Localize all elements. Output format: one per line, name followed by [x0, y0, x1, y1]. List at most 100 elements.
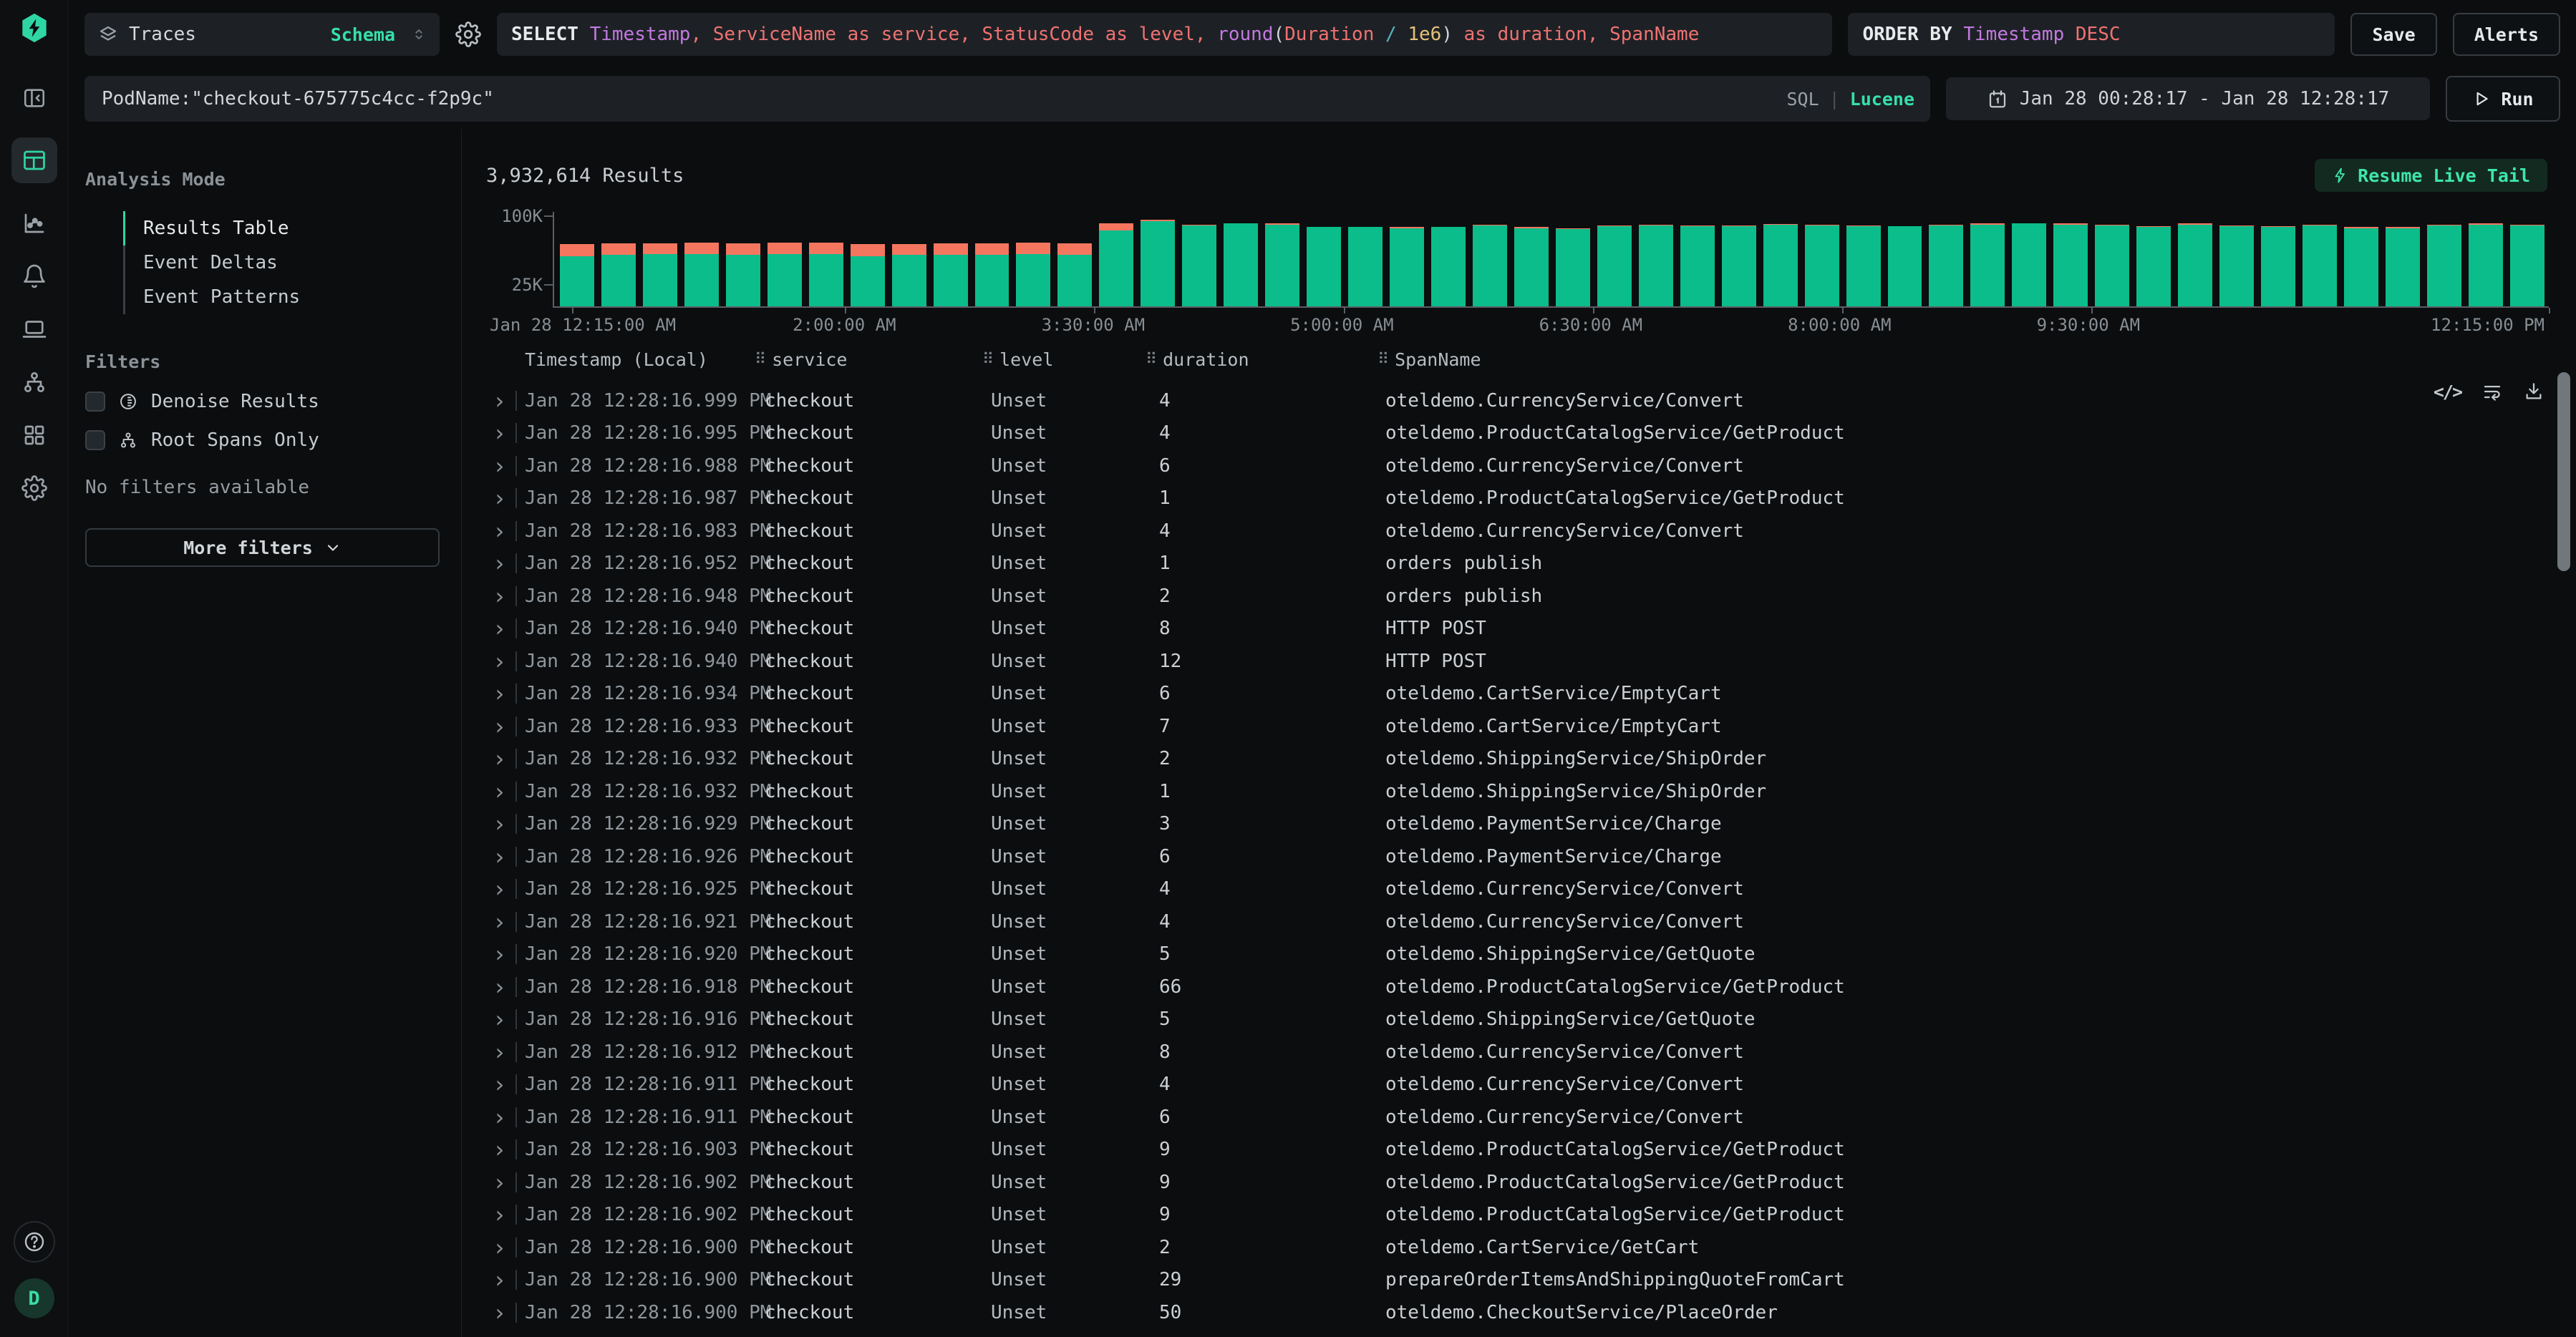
drag-handle-icon[interactable]: ⠿: [1146, 350, 1158, 369]
table-row[interactable]: › Jan 28 12:28:16.987 PM checkout Unset 1 ote…: [485, 482, 2576, 515]
expand-chevron-icon[interactable]: ›: [493, 875, 507, 903]
scrollbar-thumb[interactable]: [2557, 372, 2570, 571]
table-row[interactable]: › Jan 28 12:28:16.900 PM checkout Unset 2 ote…: [485, 1231, 2576, 1264]
expand-chevron-icon[interactable]: ›: [493, 712, 507, 740]
table-row[interactable]: › Jan 28 12:28:16.903 PM checkout Unset 9 ote…: [485, 1134, 2576, 1167]
table-row[interactable]: › Jan 28 12:28:16.900 PM checkout Unset 50 ot…: [485, 1296, 2576, 1329]
collapse-panel-icon[interactable]: [22, 86, 47, 110]
table-row[interactable]: › Jan 28 12:28:16.952 PM checkout Unset 1 ord…: [485, 548, 2576, 580]
settings-gear-icon[interactable]: [21, 475, 47, 501]
chart-explorer-icon[interactable]: [21, 210, 47, 236]
service-map-icon[interactable]: [21, 369, 47, 395]
table-row[interactable]: › Jan 28 12:28:16.902 PM checkout Unset 9 ote…: [485, 1199, 2576, 1232]
search-input[interactable]: [100, 87, 1774, 110]
source-selector[interactable]: Traces Schema: [84, 13, 440, 56]
expand-chevron-icon[interactable]: ›: [493, 1006, 507, 1034]
expand-chevron-icon[interactable]: ›: [493, 517, 507, 545]
expand-chevron-icon[interactable]: ›: [493, 1266, 507, 1294]
expand-chevron-icon[interactable]: ›: [493, 582, 507, 610]
table-row[interactable]: › Jan 28 12:28:16.902 PM checkout Unset 9 ote…: [485, 1166, 2576, 1199]
table-row[interactable]: › Jan 28 12:28:16.918 PM checkout Unset 66 ot…: [485, 971, 2576, 1003]
table-row[interactable]: › Jan 28 12:28:16.929 PM checkout Unset 3 ote…: [485, 808, 2576, 841]
expand-chevron-icon[interactable]: ›: [493, 419, 507, 447]
expand-chevron-icon[interactable]: ›: [493, 1201, 507, 1229]
drag-handle-icon[interactable]: ⠿: [1377, 350, 1390, 369]
table-row[interactable]: › Jan 28 12:28:16.995 PM checkout Unset 4 ote…: [485, 417, 2576, 450]
expand-chevron-icon[interactable]: ›: [493, 615, 507, 643]
alerts-bell-icon[interactable]: [21, 263, 47, 289]
table-row[interactable]: › Jan 28 12:28:16.911 PM checkout Unset 6 ote…: [485, 1101, 2576, 1134]
expand-chevron-icon[interactable]: ›: [493, 810, 507, 838]
expand-chevron-icon[interactable]: ›: [493, 1038, 507, 1066]
table-row[interactable]: › Jan 28 12:28:16.948 PM checkout Unset 2 ord…: [485, 580, 2576, 613]
expand-chevron-icon[interactable]: ›: [493, 1103, 507, 1131]
code-view-icon[interactable]: </>: [2433, 381, 2463, 402]
table-row[interactable]: › Jan 28 12:28:16.932 PM checkout Unset 1 ote…: [485, 775, 2576, 808]
expand-chevron-icon[interactable]: ›: [493, 680, 507, 708]
column-header-timestamp-local-[interactable]: Timestamp (Local): [517, 349, 755, 370]
expand-chevron-icon[interactable]: ›: [493, 745, 507, 773]
table-row[interactable]: › Jan 28 12:28:16.900 PM checkout Unset 29 pr…: [485, 1264, 2576, 1297]
help-icon[interactable]: [13, 1221, 55, 1263]
alerts-button[interactable]: Alerts: [2452, 13, 2560, 56]
drag-handle-icon[interactable]: ⠿: [982, 350, 994, 369]
column-header-duration[interactable]: ⠿ duration: [1146, 349, 1377, 370]
search-results-icon[interactable]: [11, 137, 57, 183]
column-header-service[interactable]: ⠿ service: [755, 349, 982, 370]
expand-chevron-icon[interactable]: ›: [493, 973, 507, 1001]
table-row[interactable]: › Jan 28 12:28:16.999 PM checkout Unset 4 ote…: [485, 384, 2576, 417]
date-range-picker[interactable]: Jan 28 00:28:17 - Jan 28 12:28:17: [1946, 77, 2430, 120]
expand-chevron-icon[interactable]: ›: [493, 386, 507, 414]
expand-chevron-icon[interactable]: ›: [493, 452, 507, 480]
checkbox[interactable]: [85, 392, 105, 412]
column-header-level[interactable]: ⠿ level: [982, 349, 1146, 370]
expand-chevron-icon[interactable]: ›: [493, 485, 507, 512]
table-row[interactable]: › Jan 28 12:28:16.912 PM checkout Unset 8 ote…: [485, 1036, 2576, 1069]
table-row[interactable]: › Jan 28 12:28:16.934 PM checkout Unset 6 ote…: [485, 678, 2576, 711]
select-clause-input[interactable]: SELECT Timestamp, ServiceName as service…: [497, 13, 1833, 56]
expand-chevron-icon[interactable]: ›: [493, 908, 507, 935]
filter-toggle-root-spans-only[interactable]: Root Spans Only: [85, 421, 440, 460]
more-filters-button[interactable]: More filters: [85, 528, 440, 567]
table-row[interactable]: › Jan 28 12:28:16.921 PM checkout Unset 4 ote…: [485, 905, 2576, 938]
table-row[interactable]: › Jan 28 12:28:16.925 PM checkout Unset 4 ote…: [485, 873, 2576, 906]
orderby-clause-input[interactable]: ORDER BY Timestamp DESC: [1848, 13, 2335, 56]
expand-chevron-icon[interactable]: ›: [493, 1298, 507, 1326]
filter-toggle-denoise-results[interactable]: Denoise Results: [85, 382, 440, 421]
sidebar-mode-results-table[interactable]: Results Table: [123, 211, 440, 245]
expand-chevron-icon[interactable]: ›: [493, 1136, 507, 1164]
user-avatar[interactable]: D: [14, 1278, 54, 1318]
table-row[interactable]: › Jan 28 12:28:16.940 PM checkout Unset 12 HT…: [485, 645, 2576, 678]
table-row[interactable]: › Jan 28 12:28:16.940 PM checkout Unset 8 HTT…: [485, 613, 2576, 646]
table-row[interactable]: › Jan 28 12:28:16.920 PM checkout Unset 5 ote…: [485, 938, 2576, 971]
checkbox[interactable]: [85, 430, 105, 450]
save-button[interactable]: Save: [2350, 13, 2437, 56]
table-row[interactable]: › Jan 28 12:28:16.932 PM checkout Unset 2 ote…: [485, 743, 2576, 776]
table-row[interactable]: › Jan 28 12:28:16.933 PM checkout Unset 7 ote…: [485, 710, 2576, 743]
sidebar-mode-event-deltas[interactable]: Event Deltas: [123, 245, 440, 280]
client-sessions-icon[interactable]: [21, 316, 47, 342]
table-row[interactable]: › Jan 28 12:28:16.983 PM checkout Unset 4 ote…: [485, 515, 2576, 548]
schema-toggle[interactable]: Schema: [330, 24, 395, 45]
table-row[interactable]: › Jan 28 12:28:16.916 PM checkout Unset 5 ote…: [485, 1003, 2576, 1036]
resume-live-tail-button[interactable]: Resume Live Tail: [2315, 159, 2547, 192]
logo[interactable]: [18, 11, 51, 44]
expand-chevron-icon[interactable]: ›: [493, 550, 507, 578]
expand-chevron-icon[interactable]: ›: [493, 940, 507, 968]
dashboards-icon[interactable]: [21, 422, 47, 448]
expand-chevron-icon[interactable]: ›: [493, 777, 507, 805]
expand-chevron-icon[interactable]: ›: [493, 1071, 507, 1099]
wrap-text-icon[interactable]: [2481, 381, 2503, 402]
table-row[interactable]: › Jan 28 12:28:16.926 PM checkout Unset 6 ote…: [485, 840, 2576, 873]
source-settings-gear-icon[interactable]: [455, 21, 481, 47]
table-row[interactable]: › Jan 28 12:28:16.988 PM checkout Unset 6 ote…: [485, 449, 2576, 482]
download-icon[interactable]: [2523, 381, 2544, 402]
sql-toggle[interactable]: SQL: [1786, 88, 1819, 110]
sidebar-mode-event-patterns[interactable]: Event Patterns: [123, 280, 440, 314]
expand-chevron-icon[interactable]: ›: [493, 1168, 507, 1196]
expand-chevron-icon[interactable]: ›: [493, 647, 507, 675]
column-header-spanname[interactable]: ⠿ SpanName: [1377, 349, 2576, 370]
expand-chevron-icon[interactable]: ›: [493, 1233, 507, 1261]
lucene-toggle[interactable]: Lucene: [1849, 88, 1914, 110]
table-row[interactable]: › Jan 28 12:28:16.911 PM checkout Unset 4 ote…: [485, 1069, 2576, 1102]
